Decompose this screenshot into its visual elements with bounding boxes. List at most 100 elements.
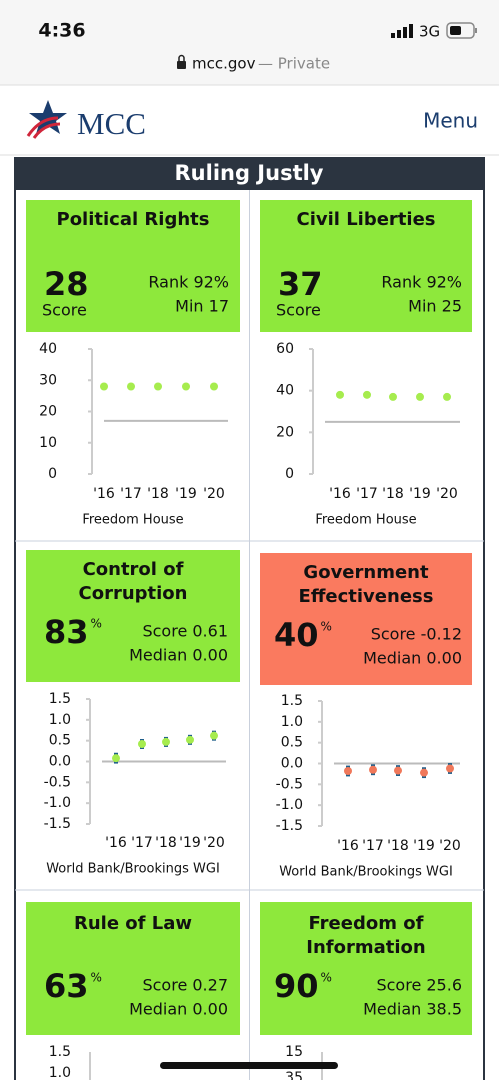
score-caption: Score [42,301,87,320]
x-tick-label: '17 [362,838,384,854]
stat: Score -0.12 [371,625,462,644]
y-tick-label: 30 [39,372,57,388]
y-tick-label: 0.5 [49,733,71,749]
stat: Median 0.00 [129,1000,228,1019]
x-tick-label: '20 [436,486,458,502]
y-tick-label: 35 [285,1070,303,1080]
source: World Bank/Brookings WGI [279,865,453,880]
source: World Bank/Brookings WGI [46,862,220,877]
url[interactable]: mcc.gov [192,55,256,73]
stat: Rank 92% [148,273,229,292]
card-header [26,550,240,682]
stat: Score 0.27 [142,976,228,995]
x-tick-label: '17 [131,835,153,851]
card-header [26,902,240,1035]
y-tick-label: 1.5 [281,693,303,709]
y-tick-label: -0.5 [44,774,71,790]
home-indicator [160,1062,338,1069]
menu-button[interactable]: Menu [423,109,478,133]
source: Freedom House [82,513,183,528]
card-header [260,902,472,1035]
data-point [394,766,402,775]
card-title: Government [303,562,429,583]
data-point [100,382,108,391]
stat: Median 0.00 [129,646,228,665]
x-tick-label: '19 [179,835,201,851]
section-header [14,157,485,190]
data-point [154,382,162,391]
score-unit: % [91,971,102,985]
data-point [443,392,451,401]
logo-text[interactable]: MCC [77,106,146,141]
data-point [389,392,397,401]
card-title: Civil Liberties [296,209,435,230]
source: Freedom House [315,513,416,528]
data-point [420,768,428,777]
y-tick-label: -1.0 [276,797,303,813]
y-tick-label: 1.5 [49,1044,71,1060]
logo-star[interactable] [26,100,67,139]
x-tick-label: '16 [329,486,351,502]
x-tick-label: '16 [93,486,115,502]
card-title: Freedom of [309,913,424,934]
y-tick-label: 0.0 [281,756,303,772]
y-tick-label: 60 [276,341,294,357]
x-tick-label: '18 [155,835,177,851]
x-tick-label: '17 [120,486,142,502]
stat: Rank 92% [381,273,462,292]
y-tick-label: 0.0 [49,754,71,770]
y-tick-label: -0.5 [276,776,303,792]
score-value: 28 [44,265,89,303]
stat: Score 25.6 [376,976,462,995]
card-header [26,200,240,332]
score-value: 83 [44,613,89,651]
card-title: Political Rights [57,209,210,230]
score-unit: % [321,620,332,634]
data-point [138,740,146,748]
x-tick-label: '16 [105,835,127,851]
card-title: Control of [83,559,184,580]
stat: Median 38.5 [363,1000,462,1019]
data-point [336,390,344,399]
card-title: Information [306,937,425,958]
score-value: 40 [274,616,319,654]
x-tick-label: '20 [439,838,461,854]
score-unit: % [321,971,332,985]
y-tick-label: 0 [285,466,294,482]
y-tick-label: 20 [39,404,57,420]
y-tick-label: 10 [39,435,57,451]
time: 4:36 [38,20,85,42]
data-point [210,731,218,740]
card-title: Corruption [79,583,188,604]
x-tick-label: '20 [203,835,225,851]
x-tick-label: '20 [203,486,225,502]
stat: Min 25 [408,297,462,316]
data-point [416,392,424,401]
data-point [182,382,190,391]
x-tick-label: '18 [147,486,169,502]
y-tick-label: 40 [39,341,57,357]
data-point [344,767,352,775]
y-tick-label: -1.0 [44,795,71,811]
data-point [363,390,371,399]
stat: Median 0.00 [363,649,462,668]
browser-chrome [0,0,499,85]
score-value: 37 [278,265,323,303]
y-tick-label: 20 [276,424,294,440]
y-tick-label: -1.5 [276,818,303,834]
card-title: Effectiveness [299,586,434,607]
y-tick-label: 15 [285,1044,303,1060]
card-header [260,200,472,332]
lock-icon [177,54,186,69]
y-tick-label: 1.0 [49,712,71,728]
x-tick-label: '18 [382,486,404,502]
signal-icon [391,24,413,38]
score-value: 90 [274,967,319,1005]
x-tick-label: '19 [175,486,197,502]
x-tick-label: '19 [409,486,431,502]
score-caption: Score [276,301,321,320]
y-tick-label: 1.0 [49,1065,71,1080]
